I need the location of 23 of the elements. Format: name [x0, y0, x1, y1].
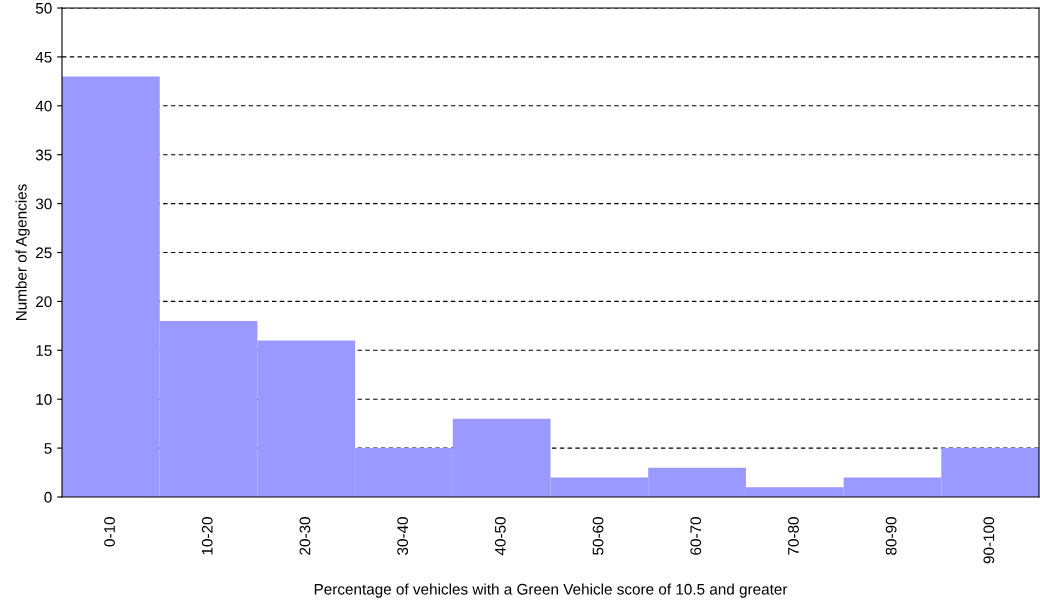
x-tick-label: 70-80 — [788, 517, 799, 555]
x-tick-label: 0-10 — [104, 517, 115, 547]
y-tick-label: 40 — [35, 100, 52, 112]
x-axis-title: Percentage of vehicles with a Green Vehicle score of 10.5 and greater — [314, 583, 788, 598]
y-tick-label: 0 — [44, 491, 52, 503]
y-tick-label: 10 — [36, 394, 52, 405]
x-tick-label: 30-40 — [397, 517, 409, 555]
y-tick-label: 5 — [44, 443, 52, 454]
y-tick-label: 20 — [36, 296, 52, 308]
x-tick-label: 50-60 — [592, 517, 604, 555]
x-tick-label: 80-90 — [885, 517, 897, 555]
x-tick-label: 20-30 — [299, 517, 311, 555]
y-tick-label: 35 — [35, 149, 52, 161]
y-tick-label: 25 — [36, 247, 52, 259]
y-tick-label: 50 — [35, 2, 52, 14]
y-tick-label: 15 — [36, 345, 52, 356]
y-tick-label: 30 — [35, 198, 52, 210]
x-tick-label: 60-70 — [690, 517, 702, 555]
x-tick-label: 40-50 — [494, 517, 506, 556]
x-tick-label: 10-20 — [201, 517, 213, 555]
x-tick-label: 90-100 — [983, 517, 995, 564]
y-tick-label: 45 — [35, 51, 52, 63]
y-axis-title: Number of Agencies — [15, 184, 30, 321]
